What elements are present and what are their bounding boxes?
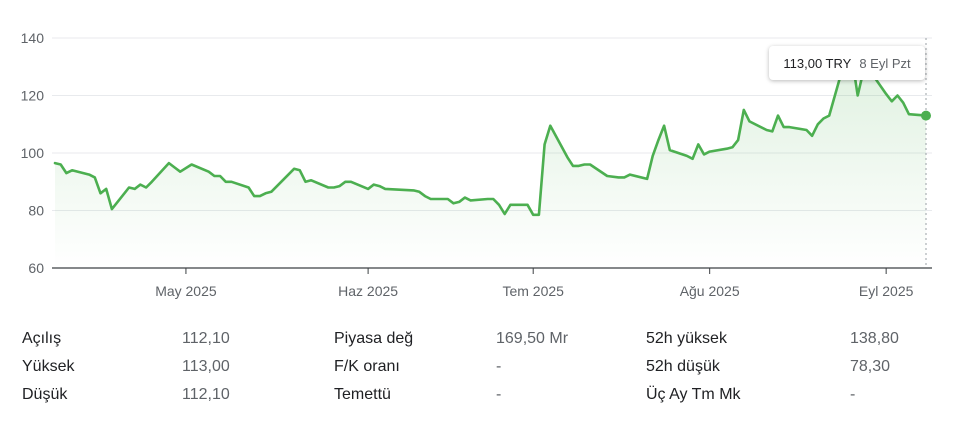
stat-label-52w-high: 52h yüksek	[646, 330, 727, 347]
stat-label-low: Düşük	[22, 386, 68, 403]
stat-label-52w-low: 52h düşük	[646, 358, 720, 375]
stat-label-dividend: Temettü	[334, 386, 391, 403]
stats-row: Açılış 112,10 Piyasa değ 169,50 Mr 52h y…	[0, 326, 960, 354]
x-tick-label: Haz 2025	[338, 283, 398, 299]
y-axis-labels: 60 80 100 120 140	[21, 30, 45, 276]
x-tick-label: May 2025	[155, 283, 217, 299]
stat-value-market-cap: 169,50 Mr	[496, 330, 569, 347]
stat-value-52w-low: 78,30	[850, 358, 891, 375]
stat-value-low: 112,10	[182, 386, 230, 403]
x-tick-label: Ağu 2025	[680, 283, 740, 299]
stats-row: Düşük 112,10 Temettü - Üç Ay Tm Mk -	[0, 382, 960, 410]
stat-value-high: 113,00	[182, 358, 230, 375]
x-tick-label: Eyl 2025	[859, 283, 914, 299]
y-tick-label: 80	[28, 203, 44, 219]
hover-point-marker	[921, 110, 931, 121]
tooltip-date: 8 Eyl Pzt	[859, 55, 911, 71]
x-axis-ticks	[185, 268, 887, 274]
x-axis-labels: May 2025 Haz 2025 Tem 2025 Ağu 2025 Eyl 2025	[155, 283, 913, 299]
price-area-fill	[55, 55, 926, 268]
price-chart[interactable]: 60 80 100 120 140 May 2025 Haz 2025 Tem 2025 Ağ…	[0, 0, 960, 300]
stat-label-open: Açılış	[22, 330, 62, 347]
stat-label-market-cap: Piyasa değ	[334, 330, 414, 347]
stat-value-open: 112,10	[182, 330, 230, 347]
stat-label-pe-ratio: F/K oranı	[334, 358, 400, 375]
x-tick-label: Tem 2025	[502, 283, 564, 299]
y-tick-label: 60	[28, 260, 44, 276]
key-stats-table: Açılış 112,10 Piyasa değ 169,50 Mr 52h y…	[0, 326, 960, 410]
stat-label-quarterly-div: Üç Ay Tm Mk	[646, 386, 741, 403]
price-line	[53, 54, 928, 217]
stat-value-quarterly-div: -	[850, 386, 856, 403]
tooltip-price: 113,00 TRY	[783, 55, 852, 71]
price-tooltip: 113,00 TRY 8 Eyl Pzt	[769, 46, 925, 80]
y-tick-label: 140	[21, 30, 45, 46]
stat-label-high: Yüksek	[22, 358, 75, 375]
y-tick-label: 120	[21, 88, 45, 104]
stat-value-dividend: -	[496, 386, 502, 403]
y-tick-label: 100	[21, 145, 45, 161]
stat-value-52w-high: 138,80	[850, 330, 899, 347]
stat-value-pe-ratio: -	[496, 358, 502, 375]
stats-row: Yüksek 113,00 F/K oranı - 52h düşük 78,3…	[0, 354, 960, 382]
